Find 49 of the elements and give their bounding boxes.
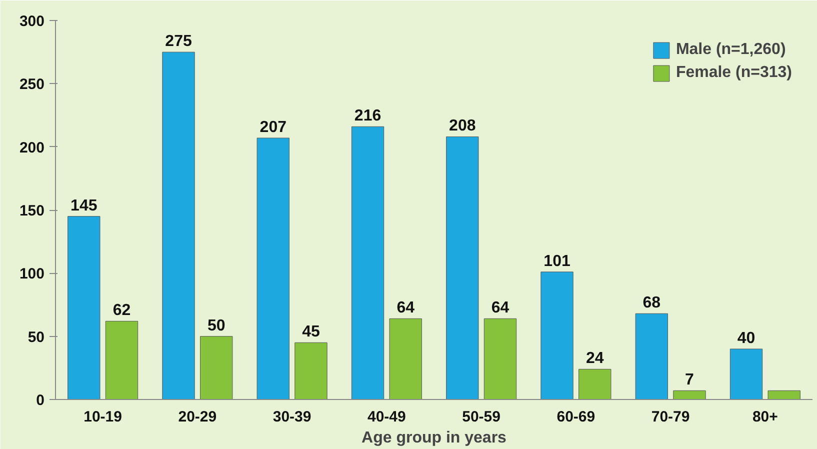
x-tick-label: 80+ — [752, 408, 778, 426]
x-tick-label: 40-49 — [368, 408, 406, 426]
x-axis-title: Age group in years — [362, 430, 507, 446]
data-label: 45 — [302, 324, 320, 341]
y-tick-label: 0 — [36, 392, 44, 409]
data-label: 275 — [165, 33, 192, 50]
legend-label: Male (n=1,260) — [676, 41, 786, 59]
x-tick-label: 70-79 — [651, 408, 690, 426]
data-label: 207 — [260, 118, 287, 136]
data-label: 145 — [70, 197, 98, 214]
y-tick-label: 200 — [19, 139, 45, 156]
data-label: 40 — [737, 330, 756, 347]
data-label: 216 — [354, 108, 382, 125]
bar — [768, 390, 800, 400]
bar — [484, 318, 517, 400]
bar — [256, 138, 290, 400]
y-tick-label: 100 — [19, 266, 45, 283]
data-label: 64 — [396, 300, 415, 317]
y-tick-label: 300 — [19, 13, 45, 30]
bar — [351, 126, 384, 400]
x-tick-label: 50-59 — [462, 408, 501, 426]
bar — [294, 342, 328, 400]
data-label: 101 — [544, 252, 570, 270]
bar — [200, 336, 233, 400]
bar — [389, 318, 422, 400]
data-label: 64 — [491, 300, 510, 317]
bar — [673, 390, 706, 400]
data-label: 68 — [642, 294, 661, 312]
data-label: 208 — [449, 118, 476, 135]
bar — [446, 136, 479, 400]
data-label: 24 — [586, 350, 604, 368]
data-label: 62 — [112, 302, 131, 320]
data-label: 7 — [685, 372, 694, 389]
y-tick-label: 50 — [28, 328, 45, 346]
bar — [578, 368, 612, 400]
bar — [540, 272, 574, 400]
data-label: 50 — [207, 317, 226, 334]
bar — [730, 348, 763, 400]
bar — [105, 320, 138, 400]
bar — [635, 313, 668, 400]
bar — [162, 52, 195, 400]
y-tick-label: 250 — [19, 76, 45, 94]
x-tick-label: 10-19 — [84, 408, 122, 426]
x-tick-label: 30-39 — [272, 408, 312, 426]
legend-label: Female (n=313) — [676, 64, 792, 82]
bar — [68, 216, 100, 400]
y-tick-label: 150 — [19, 202, 45, 220]
x-tick-label: 20-29 — [178, 408, 217, 426]
x-tick-label: 60-69 — [556, 408, 596, 426]
